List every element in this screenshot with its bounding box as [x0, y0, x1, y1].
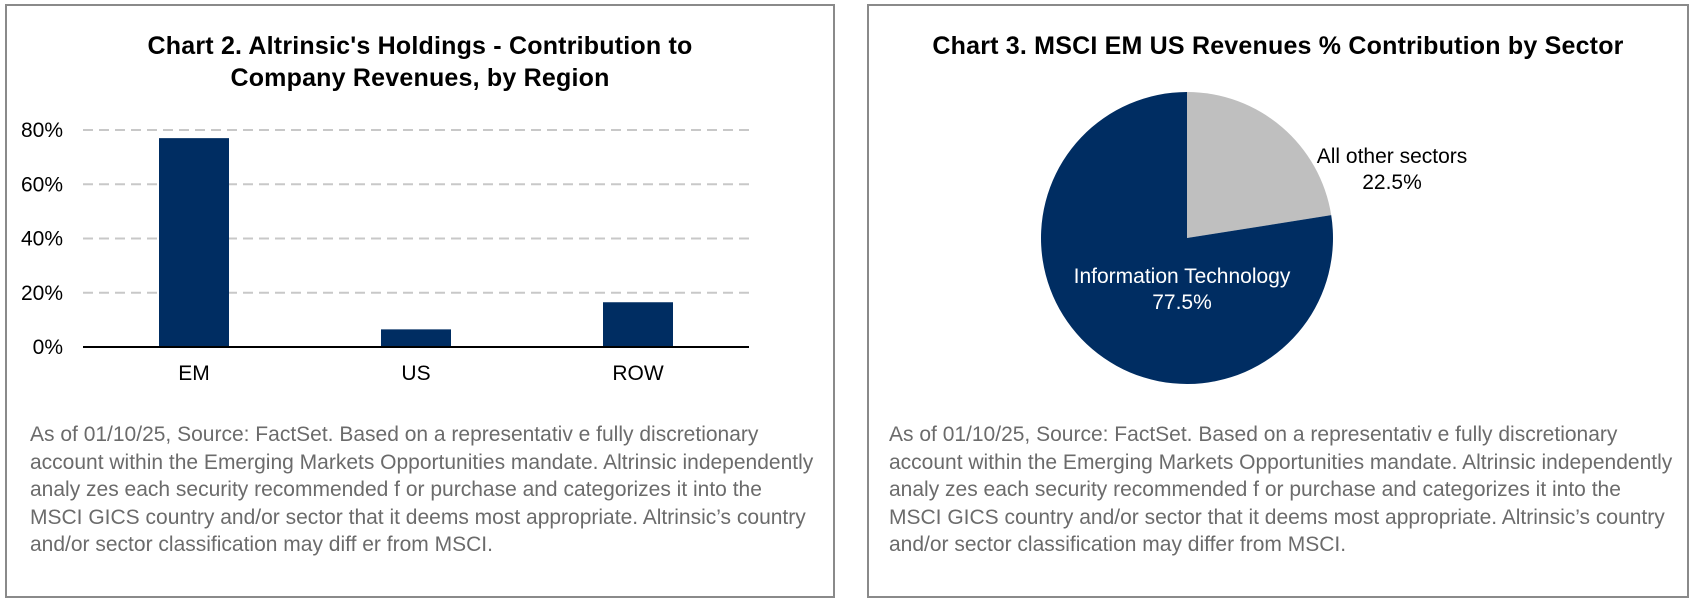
- bar-chart-title: Chart 2. Altrinsic's Holdings - Contribu…: [7, 30, 833, 94]
- bar-row: [603, 302, 673, 347]
- y-tick-label: 60%: [21, 173, 63, 196]
- y-tick-label: 0%: [33, 336, 63, 359]
- y-tick-label: 40%: [21, 228, 63, 251]
- bar-chart-panel: Chart 2. Altrinsic's Holdings - Contribu…: [5, 4, 835, 598]
- bar-chart-source-note: As of 01/10/25, Source: FactSet. Based o…: [30, 423, 814, 556]
- y-tick-label: 80%: [21, 119, 63, 142]
- pie-chart-source-note: As of 01/10/25, Source: FactSet. Based o…: [889, 423, 1673, 556]
- pie-label-it: Information Technology: [1074, 265, 1291, 288]
- bar-chart-svg: 0% 20% 40% 60% 80% EM US ROW: [21, 119, 749, 385]
- pie-label-other: All other sectors: [1317, 145, 1468, 168]
- x-category-label: EM: [178, 362, 210, 385]
- bar-chart-title-line1: Chart 2. Altrinsic's Holdings - Contribu…: [147, 32, 693, 60]
- pie-chart-title: Chart 3. MSCI EM US Revenues % Contribut…: [932, 32, 1624, 60]
- pie-slice-1: [1041, 92, 1333, 385]
- x-category-label: US: [401, 362, 430, 385]
- bar-us: [381, 329, 451, 347]
- y-tick-label: 20%: [21, 282, 63, 305]
- x-category-label: ROW: [612, 362, 664, 385]
- pie-value-other: 22.5%: [1362, 171, 1422, 194]
- pie-chart-svg: All other sectors 22.5% Information Techno…: [1041, 92, 1468, 385]
- pie-value-it: 77.5%: [1152, 291, 1212, 314]
- bar-em: [159, 138, 229, 347]
- pie-slice-0: [1187, 92, 1332, 238]
- bar-chart-title-line2: Company Revenues, by Region: [230, 64, 610, 92]
- pie-chart-panel: Chart 3. MSCI EM US Revenues % Contribut…: [867, 4, 1689, 598]
